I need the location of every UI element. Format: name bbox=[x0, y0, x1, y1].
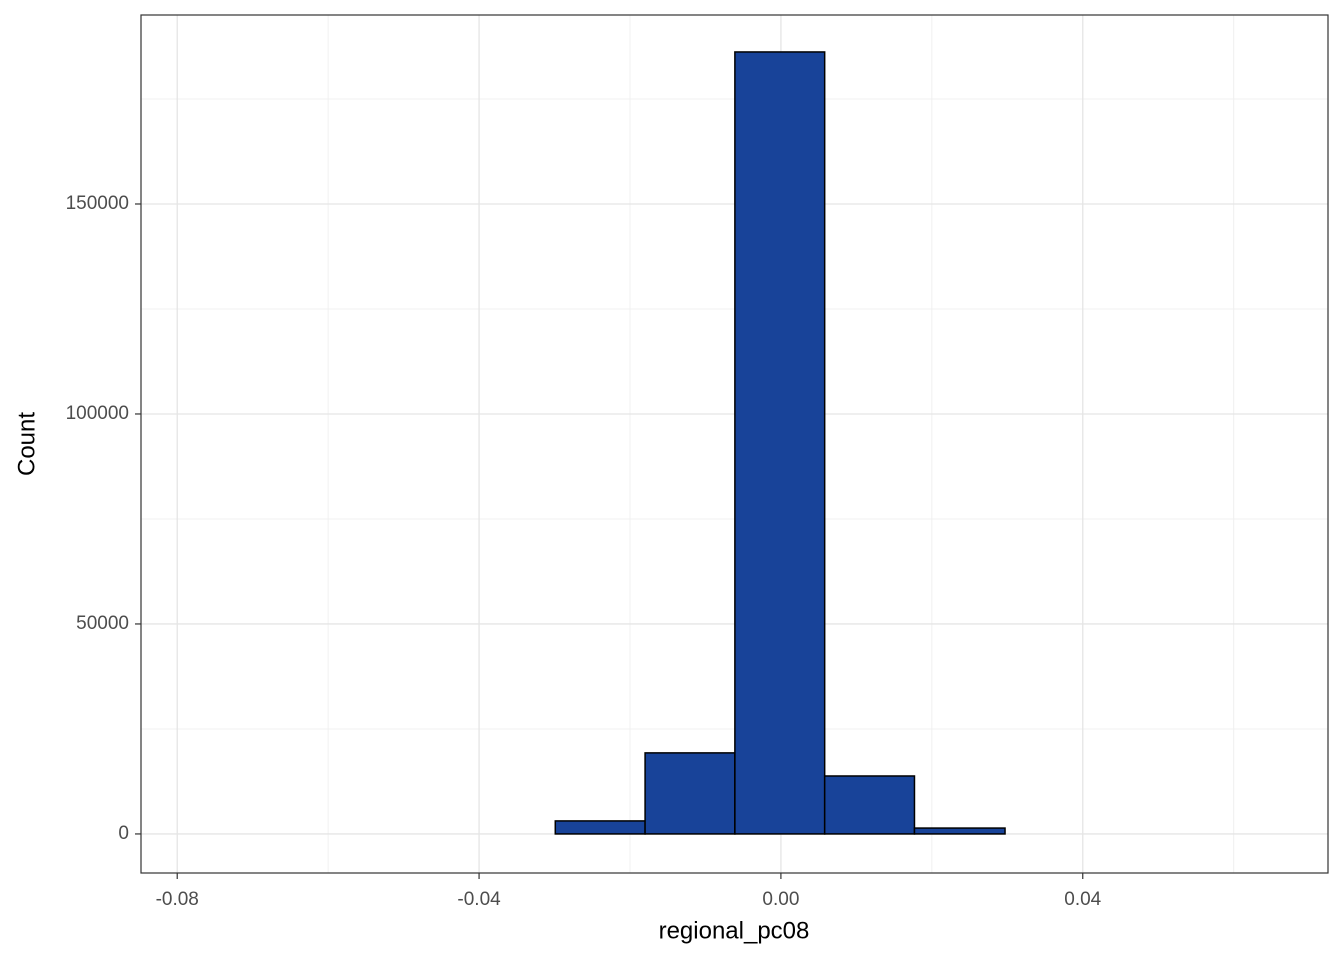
x-axis-title: regional_pc08 bbox=[659, 917, 810, 944]
x-tick-label: 0.00 bbox=[762, 889, 799, 910]
bar bbox=[644, 752, 736, 835]
y-tick-label: 50000 bbox=[76, 613, 129, 634]
y-tick-label: 150000 bbox=[66, 193, 129, 214]
y-axis-title: Count bbox=[13, 412, 40, 476]
x-tick-label: -0.04 bbox=[457, 889, 501, 910]
y-tick-label: 0 bbox=[118, 823, 129, 844]
x-tick-label: -0.08 bbox=[156, 889, 199, 910]
x-tick-label: 0.04 bbox=[1064, 889, 1101, 910]
bar bbox=[734, 51, 826, 835]
bar bbox=[823, 775, 916, 835]
bar bbox=[554, 820, 646, 835]
panel-border bbox=[140, 14, 1329, 874]
bar bbox=[913, 827, 1006, 835]
bars bbox=[554, 51, 1006, 835]
y-tick-label: 100000 bbox=[66, 403, 129, 424]
